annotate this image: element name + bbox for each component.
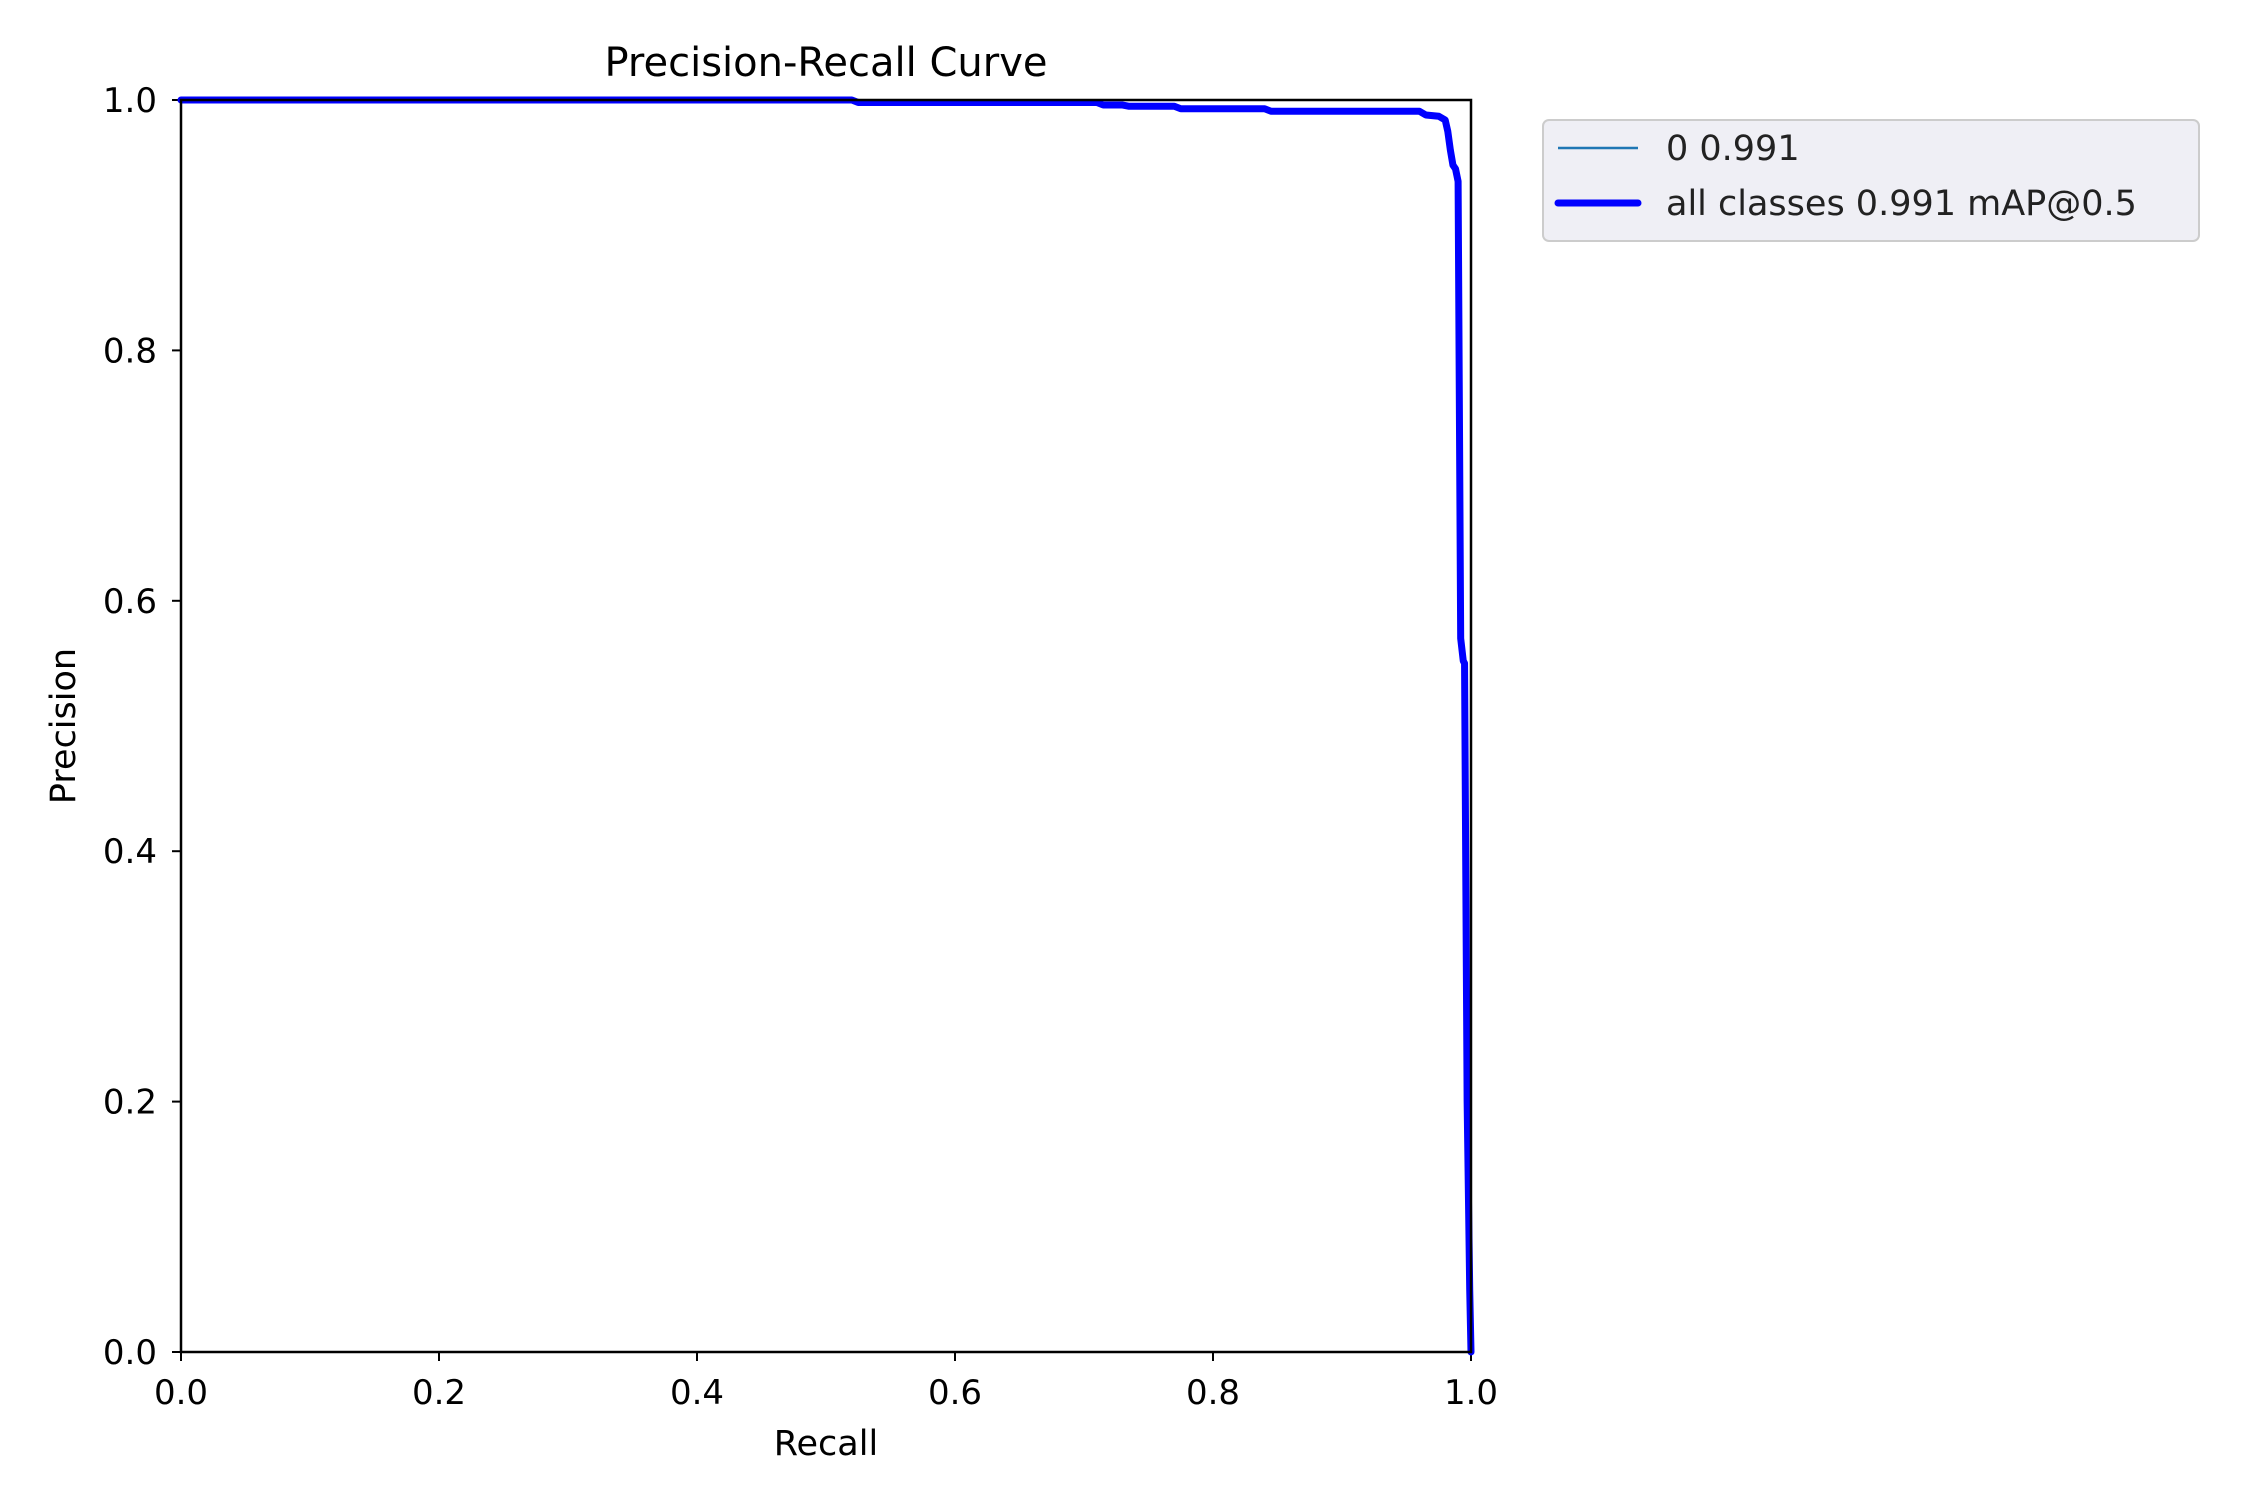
y-axis-label: Precision [44, 648, 84, 804]
series-layer [177, 96, 1475, 1356]
y-tick-label: 0.2 [103, 1083, 157, 1123]
legend: 0 0.991 all classes 0.991 mAP@0.5 [1542, 119, 2200, 242]
x-axis-ticks: 0.0 0.2 0.4 0.6 0.8 1.0 [154, 1352, 1498, 1413]
y-tick-label: 0.4 [103, 832, 157, 872]
x-tick-label: 0.2 [412, 1373, 466, 1413]
y-tick-label: 0.6 [103, 582, 157, 622]
chart-title: Precision-Recall Curve [605, 40, 1048, 86]
legend-label-class-0: 0 0.991 [1666, 129, 1800, 169]
legend-box [1542, 119, 2200, 242]
series-line-all-classes [177, 96, 1475, 1356]
legend-label-all-classes: all classes 0.991 mAP@0.5 [1666, 184, 2137, 224]
y-axis-ticks: 0.0 0.2 0.4 0.6 0.8 1.0 [103, 81, 181, 1373]
y-tick-label: 0.8 [103, 331, 157, 371]
x-tick-label: 1.0 [1444, 1373, 1498, 1413]
x-tick-label: 0.4 [670, 1373, 724, 1413]
y-tick-label: 1.0 [103, 81, 157, 121]
x-tick-label: 0.8 [1186, 1373, 1240, 1413]
x-tick-label: 0.6 [928, 1373, 982, 1413]
plot-area-frame [179, 98, 1473, 1354]
x-tick-label: 0.0 [154, 1373, 208, 1413]
x-axis-label: Recall [774, 1424, 878, 1464]
y-tick-label: 0.0 [103, 1333, 157, 1373]
